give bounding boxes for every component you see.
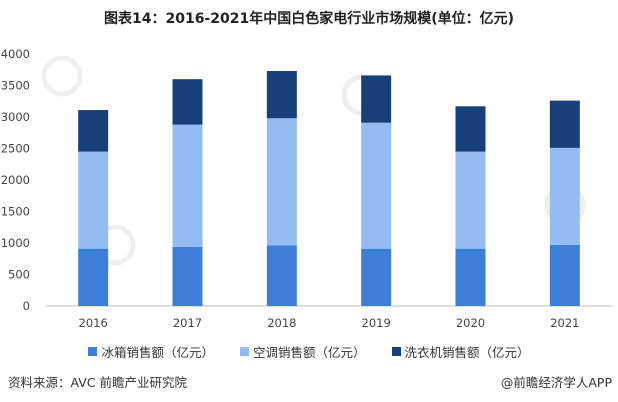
bar-segment-fridge-2018 xyxy=(266,245,297,306)
brand-credit-text: @前瞻经济学人APP xyxy=(500,375,612,390)
bar-segment-fridge-2019 xyxy=(361,248,392,306)
y-tick-label: 2000 xyxy=(1,173,30,187)
bar-segment-washer-2018 xyxy=(266,71,297,119)
legend-item-fridge: 冰箱销售额（亿元） xyxy=(88,342,214,361)
legend-label-ac: 空调销售额（亿元） xyxy=(252,345,366,360)
bar-segment-washer-2016 xyxy=(78,110,109,152)
x-tick-label: 2017 xyxy=(173,316,202,330)
x-tick-label: 2021 xyxy=(550,316,579,330)
watermark-logo xyxy=(41,55,83,97)
bar-segment-ac-2016 xyxy=(78,151,109,249)
y-tick-label: 0 xyxy=(23,299,30,313)
bar-segment-ac-2017 xyxy=(172,124,203,247)
bar-segment-washer-2021 xyxy=(549,100,580,148)
y-axis: 0 500 1000 1500 2000 2500 3000 3500 4000 xyxy=(1,47,30,313)
legend: 冰箱销售额（亿元） 空调销售额（亿元） 洗衣机销售额（亿元） xyxy=(0,342,618,361)
bar-segment-ac-2018 xyxy=(266,118,297,246)
bar-segment-fridge-2016 xyxy=(78,248,109,306)
legend-swatch-fridge xyxy=(88,347,98,356)
bars-layer xyxy=(78,71,580,306)
brand-credit: @前瞻经济学人APP xyxy=(501,372,612,391)
x-tick-label: 2020 xyxy=(456,316,485,330)
y-tick-label: 1000 xyxy=(1,236,30,250)
x-axis: 2016 2017 2018 2019 2020 2021 xyxy=(79,316,580,330)
y-tick-label: 4000 xyxy=(1,47,30,61)
legend-swatch-washer xyxy=(391,347,401,356)
y-tick-label: 3000 xyxy=(1,110,30,124)
source-note: 资料来源：AVC 前瞻产业研究院 xyxy=(8,375,188,390)
bar-segment-ac-2019 xyxy=(361,122,392,249)
bar-segment-washer-2020 xyxy=(455,106,486,152)
bar-segment-ac-2021 xyxy=(549,147,580,245)
legend-swatch-ac xyxy=(239,347,249,356)
y-tick-label: 500 xyxy=(8,268,30,282)
y-tick-label: 2500 xyxy=(1,142,30,156)
legend-label-fridge: 冰箱销售额（亿元） xyxy=(101,345,214,360)
y-tick-label: 3500 xyxy=(1,79,30,93)
legend-item-ac: 空调销售额（亿元） xyxy=(239,342,366,361)
y-tick-label: 1500 xyxy=(1,205,30,219)
x-tick-label: 2016 xyxy=(79,316,108,330)
legend-item-washer: 洗衣机销售额（亿元） xyxy=(391,342,530,361)
chart-title: 图表14：2016-2021年中国白色家电行业市场规模(单位：亿元) xyxy=(103,11,515,27)
legend-label-washer: 洗衣机销售额（亿元） xyxy=(404,345,530,360)
bar-segment-fridge-2020 xyxy=(455,248,486,306)
bar-segment-washer-2017 xyxy=(172,79,203,125)
x-tick-label: 2018 xyxy=(267,316,296,330)
x-tick-label: 2019 xyxy=(362,316,391,330)
bar-segment-washer-2019 xyxy=(361,75,392,123)
bar-segment-ac-2020 xyxy=(455,151,486,249)
bar-segment-fridge-2017 xyxy=(172,246,203,306)
bar-segment-fridge-2021 xyxy=(549,244,580,306)
watermark-layer xyxy=(41,55,586,266)
